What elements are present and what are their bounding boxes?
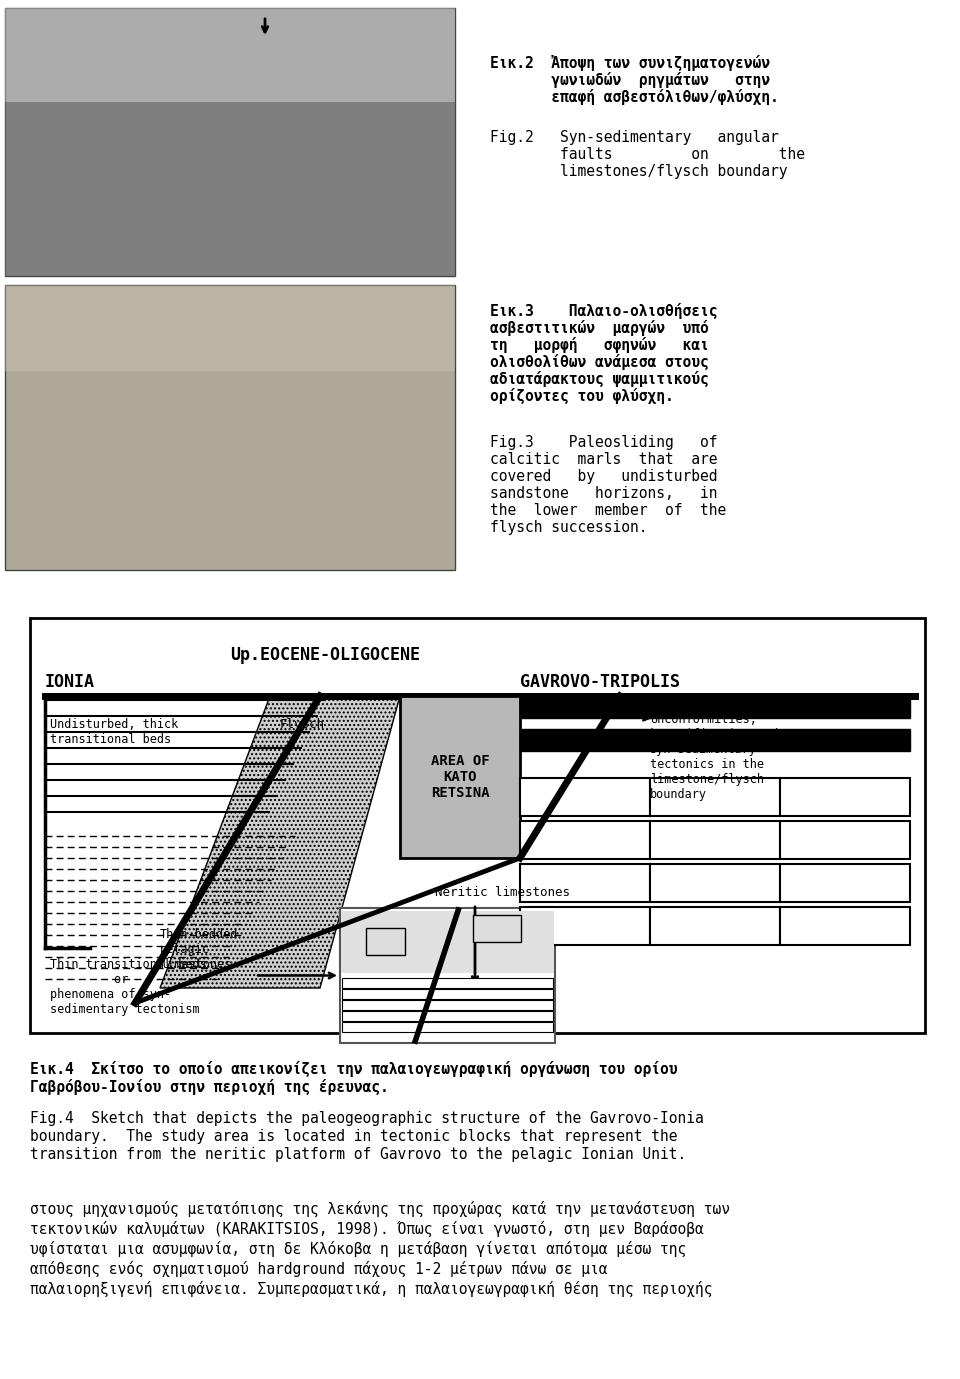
Text: παλαιορηξιγενή επιφάνεια. Συμπερασματικά, η παλαιογεωγραφική θέση της περιοχής: παλαιορηξιγενή επιφάνεια. Συμπερασματικά… <box>30 1281 712 1298</box>
Text: boundary.  The study area is located in tectonic blocks that represent the: boundary. The study area is located in t… <box>30 1129 678 1145</box>
Bar <box>650 907 780 945</box>
Polygon shape <box>160 696 400 987</box>
Text: υφίσταται μια ασυμφωνία, στη δε Κλόκοβα η μετάβαση γίνεται απότομα μέσω της: υφίσταται μια ασυμφωνία, στη δε Κλόκοβα … <box>30 1241 686 1258</box>
Bar <box>366 928 404 956</box>
Text: covered   by   undisturbed: covered by undisturbed <box>490 469 717 484</box>
Bar <box>520 907 650 945</box>
Text: Γαβρόβου-Ιονίου στην περιοχή της έρευνας.: Γαβρόβου-Ιονίου στην περιοχή της έρευνας… <box>30 1078 389 1095</box>
Text: ολισθολίθων ανάμεσα στους: ολισθολίθων ανάμεσα στους <box>490 354 708 370</box>
Text: αδιατάρακτους ψαμμιτικούς: αδιατάρακτους ψαμμιτικούς <box>490 371 708 387</box>
Text: Undisturbed, thick
transitional beds: Undisturbed, thick transitional beds <box>50 718 179 746</box>
Text: Unconformities,
karstification and
syn-sedimentary
tectonics in the
limestone/fl: Unconformities, karstification and syn-s… <box>650 713 779 801</box>
Bar <box>650 865 780 902</box>
Bar <box>400 696 520 858</box>
Bar <box>341 910 554 972</box>
Text: Εικ.2  Ἀποψη των συνιζηματογενών: Εικ.2 Ἀποψη των συνιζηματογενών <box>490 55 770 70</box>
Text: επαφή ασβεστόλιθων/φλύσχη.: επαφή ασβεστόλιθων/φλύσχη. <box>490 90 779 105</box>
Text: IONIA: IONIA <box>45 673 95 691</box>
Bar <box>340 907 555 1043</box>
Bar <box>30 618 925 1033</box>
Bar <box>342 989 553 998</box>
Bar <box>342 1011 553 1020</box>
Bar <box>650 778 780 816</box>
Text: ορίζοντες του φλύσχη.: ορίζοντες του φλύσχη. <box>490 387 674 404</box>
Text: faults         on        the: faults on the <box>490 148 805 161</box>
Bar <box>342 1022 553 1031</box>
Text: limestones/flysch boundary: limestones/flysch boundary <box>490 164 787 179</box>
Text: Fig.2   Syn-sedimentary   angular: Fig.2 Syn-sedimentary angular <box>490 130 779 145</box>
Text: Εικ.3    Παλαιο-ολισθήσεις: Εικ.3 Παλαιο-ολισθήσεις <box>490 303 717 319</box>
Bar <box>780 865 910 902</box>
Bar <box>520 729 910 752</box>
Bar <box>5 102 455 276</box>
Bar <box>520 696 910 718</box>
Text: Fig.4  Sketch that depicts the paleogeographic structure of the Gavrovo-Ionia: Fig.4 Sketch that depicts the paleogeogr… <box>30 1111 704 1127</box>
Text: flysch succession.: flysch succession. <box>490 520 647 535</box>
Bar <box>473 914 520 942</box>
Text: τεκτονικών καλυμάτων (KARAKITSIOS, 1998). Όπως είναι γνωστό, στη μεν Βαράσοβα: τεκτονικών καλυμάτων (KARAKITSIOS, 1998)… <box>30 1220 704 1237</box>
Bar <box>780 778 910 816</box>
Bar <box>342 978 553 989</box>
Text: γωνιωδών  ρηγμάτων   στην: γωνιωδών ρηγμάτων στην <box>490 72 770 88</box>
Bar <box>520 821 650 859</box>
Text: Εικ.4  Σκίτσο το οποίο απεικονίζει την παλαιογεωγραφική οργάνωση του ορίου: Εικ.4 Σκίτσο το οποίο απεικονίζει την πα… <box>30 1060 678 1077</box>
Bar <box>5 8 455 102</box>
Text: απόθεσης ενός σχηματισμού hardground πάχους 1-2 μέτρων πάνω σε μια: απόθεσης ενός σχηματισμού hardground πάχ… <box>30 1260 608 1277</box>
Text: sandstone   horizons,   in: sandstone horizons, in <box>490 485 717 501</box>
Text: Neritic limestones: Neritic limestones <box>435 885 570 899</box>
Bar <box>520 865 650 902</box>
Bar <box>650 821 780 859</box>
Text: στους μηχανισμούς μετατόπισης της λεκάνης της προχώρας κατά την μετανάστευση των: στους μηχανισμούς μετατόπισης της λεκάνη… <box>30 1201 730 1218</box>
Text: ασβεστιτικών  μαργών  υπό: ασβεστιτικών μαργών υπό <box>490 320 708 336</box>
Text: Flysch: Flysch <box>280 718 325 731</box>
Text: GAVROVO-TRIPOLIS: GAVROVO-TRIPOLIS <box>520 673 680 691</box>
Bar <box>520 778 650 816</box>
Text: Thin-bedded
pelagic
limestones: Thin-bedded pelagic limestones <box>160 928 238 971</box>
Text: τη   μορφή   σφηνών   και: τη μορφή σφηνών και <box>490 336 708 353</box>
Bar <box>5 285 455 371</box>
Text: transition from the neritic platform of Gavrovo to the pelagic Ionian Unit.: transition from the neritic platform of … <box>30 1147 686 1162</box>
Text: AREA OF
KATO
RETSINA: AREA OF KATO RETSINA <box>431 754 490 800</box>
Bar <box>5 8 455 276</box>
Text: calcitic  marls  that  are: calcitic marls that are <box>490 452 717 467</box>
Bar <box>780 821 910 859</box>
Text: Thin transitional beds
         or
phenomena of syn-
sedimentary tectonism: Thin transitional beds or phenomena of s… <box>50 958 206 1016</box>
Bar <box>5 285 455 570</box>
Bar <box>780 907 910 945</box>
Text: Up.EOCENE-OLIGOCENE: Up.EOCENE-OLIGOCENE <box>230 645 420 665</box>
Bar <box>342 1000 553 1009</box>
Text: the  lower  member  of  the: the lower member of the <box>490 503 727 519</box>
Text: Fig.3    Paleosliding   of: Fig.3 Paleosliding of <box>490 434 717 450</box>
